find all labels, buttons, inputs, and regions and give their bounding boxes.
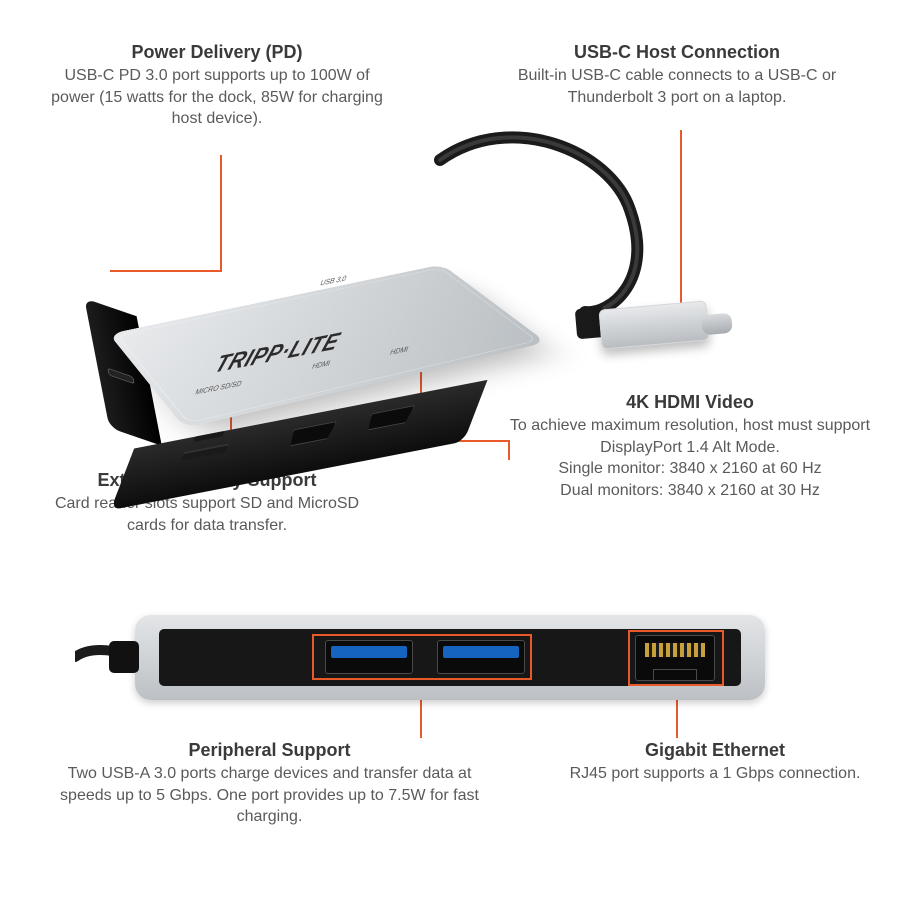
callout-power-body: USB-C PD 3.0 port supports up to 100W of… bbox=[42, 65, 392, 130]
highlight-rj45 bbox=[628, 630, 724, 686]
callout-power-title: Power Delivery (PD) bbox=[42, 42, 392, 63]
callout-host: USB-C Host Connection Built-in USB-C cab… bbox=[512, 42, 842, 108]
callout-ethernet: Gigabit Ethernet RJ45 port supports a 1 … bbox=[560, 740, 870, 785]
callout-ethernet-title: Gigabit Ethernet bbox=[560, 740, 870, 761]
callout-power: Power Delivery (PD) USB-C PD 3.0 port su… bbox=[42, 42, 392, 130]
callout-peripheral-body: Two USB-A 3.0 ports charge devices and t… bbox=[42, 763, 497, 828]
callout-peripheral: Peripheral Support Two USB-A 3.0 ports c… bbox=[42, 740, 497, 828]
callout-host-title: USB-C Host Connection bbox=[512, 42, 842, 63]
usb-c-plug-tip bbox=[701, 313, 733, 336]
highlight-usb-a bbox=[312, 634, 532, 680]
callout-ethernet-body: RJ45 port supports a 1 Gbps connection. bbox=[560, 763, 870, 785]
leader-line bbox=[680, 130, 682, 315]
sideview-strain bbox=[109, 641, 139, 673]
callout-peripheral-title: Peripheral Support bbox=[42, 740, 497, 761]
usb-c-plug-body bbox=[598, 300, 709, 349]
dock-illustration: TRIPP·LITE MICRO SD/SD HDMI HDMI USB 3.0 bbox=[60, 230, 560, 520]
callout-host-body: Built-in USB-C cable connects to a USB-C… bbox=[512, 65, 842, 108]
